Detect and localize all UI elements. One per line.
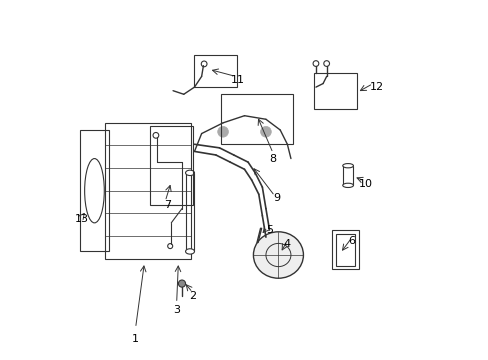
Bar [185, 173, 194, 251]
Bar [331, 230, 358, 269]
Bar [105, 123, 190, 258]
Text: 10: 10 [358, 179, 372, 189]
Text: 4: 4 [283, 239, 290, 249]
Text: 5: 5 [265, 225, 272, 235]
Bar [313, 73, 356, 109]
Text: 12: 12 [369, 82, 383, 92]
Bar [335, 234, 354, 266]
Circle shape [217, 126, 228, 137]
Circle shape [260, 126, 271, 137]
Bar [342, 166, 353, 185]
Text: 11: 11 [230, 75, 244, 85]
Text: 1: 1 [132, 334, 139, 344]
Text: 3: 3 [173, 305, 180, 315]
Bar [221, 94, 292, 144]
Bar [80, 130, 108, 251]
Bar [149, 126, 192, 205]
Ellipse shape [342, 183, 353, 188]
Ellipse shape [342, 163, 353, 168]
Ellipse shape [185, 249, 194, 254]
Ellipse shape [185, 170, 194, 176]
Circle shape [178, 280, 185, 287]
Text: 8: 8 [269, 154, 276, 163]
Text: 9: 9 [272, 193, 280, 203]
Ellipse shape [253, 232, 303, 278]
Text: 7: 7 [164, 200, 171, 210]
Text: 2: 2 [189, 291, 196, 301]
Text: 13: 13 [75, 214, 89, 224]
Bar [194, 55, 237, 87]
Text: 6: 6 [347, 236, 354, 246]
